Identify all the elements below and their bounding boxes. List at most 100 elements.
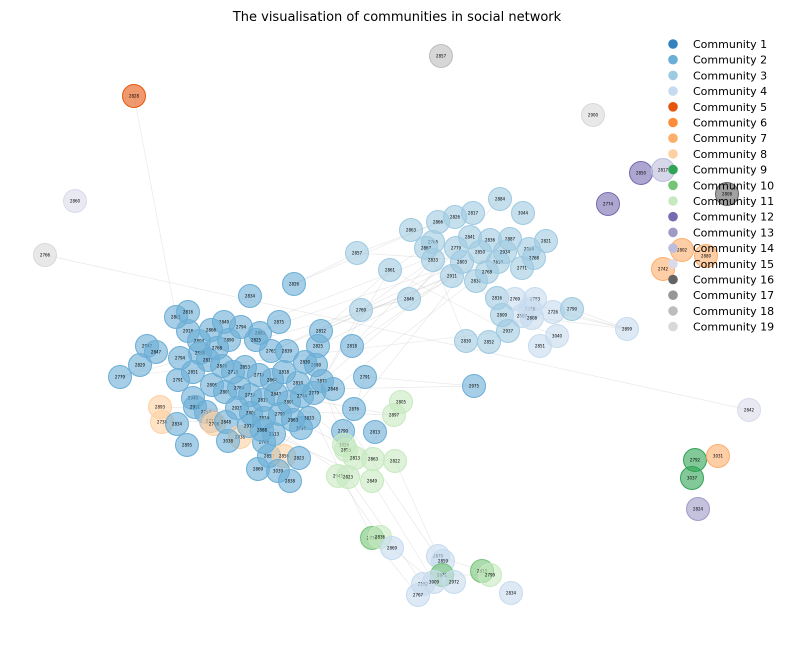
node — [596, 192, 620, 216]
legend-entry: Community 12 — [668, 211, 774, 224]
node — [302, 381, 326, 405]
node-label: 2836 — [471, 278, 482, 283]
node-label: 2799 — [275, 411, 286, 416]
legend-label: Community 4 — [693, 85, 767, 98]
edge — [389, 269, 509, 332]
node — [399, 218, 423, 242]
node-group: 2834 — [165, 412, 189, 436]
node-group: 2834 — [499, 581, 523, 605]
node-group: 2834 — [238, 284, 262, 308]
node-label: 2818 — [279, 369, 290, 374]
node-group: 2884 — [488, 187, 512, 211]
node-label: 2742 — [658, 266, 669, 271]
legend-label: Community 13 — [693, 226, 774, 239]
node — [128, 353, 152, 377]
node-label: 2826 — [450, 214, 461, 219]
node-label: 2838 — [235, 434, 246, 439]
node-label: 2799 — [485, 572, 496, 577]
node — [421, 248, 445, 272]
node-group: 2799 — [478, 563, 502, 587]
legend-label: Community 16 — [693, 274, 774, 287]
node-label: 2842 — [744, 407, 755, 412]
legend-entry: Community 10 — [668, 179, 774, 192]
node — [383, 449, 407, 473]
node-label: 2897 — [389, 412, 400, 417]
node — [462, 374, 486, 398]
node-group: 2779 — [444, 236, 468, 260]
node-label: 2805 — [396, 399, 407, 404]
node-label: 2838 — [285, 478, 296, 483]
node-label: 2895 — [182, 442, 193, 447]
node-label: 2843 — [271, 391, 282, 396]
node — [287, 446, 311, 470]
legend-marker — [668, 102, 678, 112]
node-label: 2833 — [304, 415, 315, 420]
node-group: 2851 — [528, 334, 552, 358]
node-label: 2848 — [328, 386, 339, 391]
legend-marker — [668, 39, 678, 49]
node — [510, 256, 534, 280]
node-label: 2825 — [251, 337, 262, 342]
node-label: 2848 — [221, 419, 232, 424]
node-group: 2823 — [336, 465, 360, 489]
node-group: 2808 — [520, 306, 544, 330]
node-group: 2774 — [596, 192, 620, 216]
node-label: 3037 — [687, 475, 698, 480]
node-group: 2842 — [737, 398, 761, 422]
node-group: 2791 — [353, 365, 377, 389]
node-group: 2769 — [349, 298, 373, 322]
node-label: 2730 — [245, 392, 256, 397]
node-label: 2816 — [183, 309, 194, 314]
node-label: 2818 — [347, 343, 358, 348]
node-label: 2784 — [297, 393, 308, 398]
node-label: 2830 — [300, 359, 311, 364]
node-label: 2803 — [457, 259, 468, 264]
legend-label: Community 5 — [693, 101, 767, 114]
node-label: 2713 — [228, 369, 239, 374]
node-group: 2822 — [383, 449, 407, 473]
node — [475, 260, 499, 284]
node-label: 2809 — [497, 312, 508, 317]
node — [342, 397, 366, 421]
node-label: 2738 — [157, 419, 168, 424]
node — [493, 240, 517, 264]
node-label: 2824 — [259, 415, 270, 420]
legend-label: Community 15 — [693, 258, 774, 271]
node-label: 2856 — [279, 453, 290, 458]
node-label: 2791 — [360, 374, 371, 379]
edge — [321, 269, 391, 382]
node-label: 2763 — [266, 348, 277, 353]
node-label: 3031 — [713, 453, 724, 458]
legend-marker — [668, 149, 678, 159]
node — [165, 412, 189, 436]
node-group: 3037 — [680, 466, 704, 490]
node-label: 2769 — [510, 296, 521, 301]
node-label: 2779 — [254, 372, 265, 377]
node — [380, 536, 404, 560]
node-label: 2808 — [527, 315, 538, 320]
node-label: 2816 — [492, 295, 503, 300]
node — [511, 201, 535, 225]
node-label: 2779 — [115, 374, 126, 379]
legend-entry: Community 13 — [668, 226, 774, 239]
legend-label: Community 19 — [693, 321, 774, 334]
node-label: 2899 — [622, 326, 633, 331]
node — [360, 469, 384, 493]
node — [406, 583, 430, 607]
node — [122, 84, 146, 108]
node-group: 2849 — [360, 469, 384, 493]
node — [340, 334, 364, 358]
node — [615, 317, 639, 341]
node-group: 2857 — [345, 241, 369, 265]
node-label: 2766 — [259, 439, 270, 444]
legend-entry: Community 1 — [668, 38, 767, 51]
node-group: 2826 — [282, 272, 306, 296]
node-group: 3044 — [511, 201, 535, 225]
node-label: 2937 — [503, 328, 514, 333]
node-group: 2847 — [144, 340, 168, 364]
node-label: 2836 — [485, 237, 496, 242]
node-label: 2822 — [390, 458, 401, 463]
node-label: 2851 — [188, 369, 199, 374]
node-label: 2833 — [428, 257, 439, 262]
